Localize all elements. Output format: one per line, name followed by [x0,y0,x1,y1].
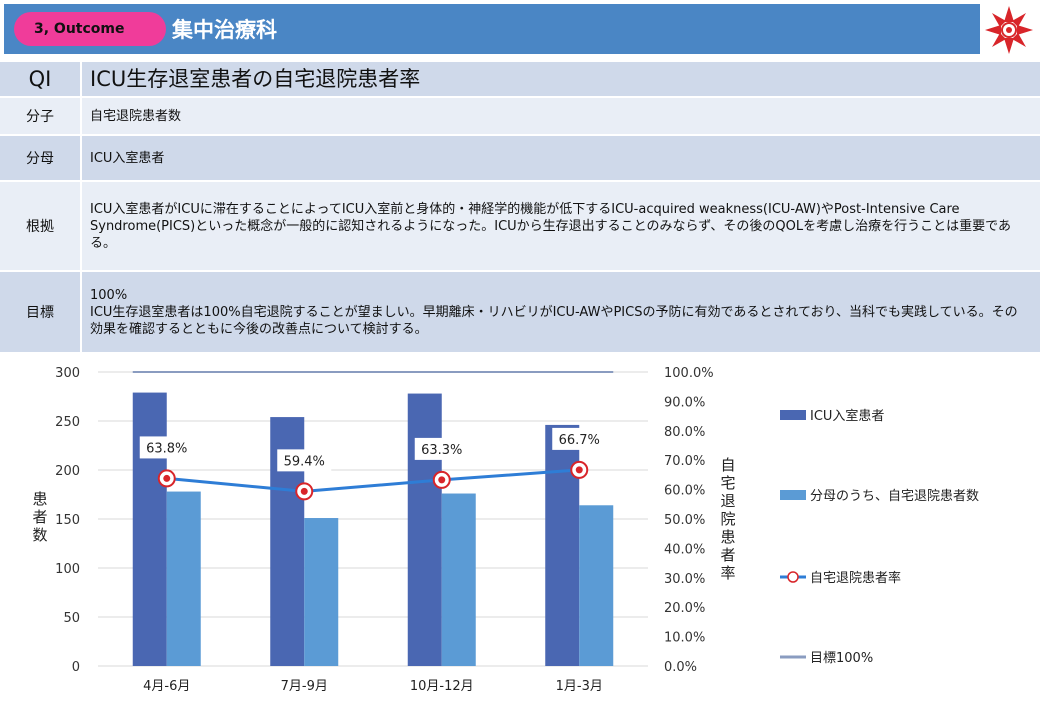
y2-tick-label: 50.0% [664,513,705,528]
rate-marker-center [163,474,171,482]
y-tick-label: 300 [55,366,80,381]
divider [80,272,82,352]
divider [80,98,82,134]
data-label-background [414,437,469,460]
data-label: 66.7% [559,433,600,448]
legend-label: 自宅退院患者率 [810,570,901,586]
bar-home-discharges [166,491,201,666]
legend-label: 目標100% [810,651,873,666]
hospital-emblem-icon [980,2,1038,58]
rate-marker-center [300,487,308,495]
bar-icu-admissions [407,393,442,666]
denominator-label: 分母 [26,151,54,167]
divider [80,136,82,180]
bar-home-discharges [304,518,339,666]
y-tick-label: 200 [55,464,80,479]
x-tick-label: 10月-12月 [410,679,474,694]
bar-home-discharges [579,505,614,666]
y-tick-label: 100 [55,562,80,577]
legend-label: 分母のうち、自宅退院患者数 [810,489,979,504]
outcome-badge: 3, Outcome [14,12,166,46]
data-label: 63.8% [146,441,187,456]
target-label: 目標 [26,305,54,321]
rate-marker-center [575,466,583,474]
y2-tick-label: 20.0% [664,601,705,616]
y2-tick-label: 60.0% [664,484,705,499]
bar-home-discharges [441,493,476,666]
chart: 0 50 100 150 200 250 300 0.0% 10.0% 20.0% 30.0% 40.… [32,366,979,694]
data-label: 59.4% [284,454,325,469]
data-label-background [277,449,332,472]
target-text: 100% ICU生存退室患者は100%自宅退院することが望ましい。早期離床・リハ… [82,272,1040,352]
y2-axis-title-char: 自 [720,456,735,474]
department-title: 集中治療科 [172,18,277,42]
y-axis-title-char: 数 [32,526,47,544]
rationale-text: ICU入室患者がICUに滞在することによってICU入室前と身体的・神経学的機能が… [90,201,1011,251]
y-tick-label: 0 [72,660,80,675]
y2-axis-title-char: 院 [720,510,735,528]
qi-title: ICU生存退室患者の自宅退院患者率 [90,66,421,91]
x-tick-label: 1月-3月 [556,679,603,694]
target-description: ICU生存退室患者は100%自宅退院することが望ましい。早期離床・リハビリがIC… [90,304,1018,337]
y2-tick-label: 40.0% [664,542,705,557]
data-label-background [552,427,607,450]
legend-swatch-home-discharges [780,490,806,500]
rationale-row: 根拠 ICU入室患者がICUに滞在することによってICU入室前と身体的・神経学的… [0,180,1040,270]
y2-tick-label: 80.0% [664,425,705,440]
target-row: 目標 100% ICU生存退室患者は100%自宅退院することが望ましい。早期離床… [0,270,1040,352]
y2-axis-title-char: 者 [720,546,735,564]
y-tick-label: 50 [63,611,80,626]
divider [80,182,82,270]
legend-swatch-icu-admissions [780,410,806,420]
y-tick-label: 250 [55,415,80,430]
data-label: 63.3% [421,443,462,458]
numerator-row: 分子 自宅退院患者数 [0,96,1040,134]
rationale-label: 根拠 [26,219,54,235]
y2-tick-label: 90.0% [664,395,705,410]
denominator-value: ICU入室患者 [90,150,165,166]
header: 3, Outcome 集中治療科 [0,0,1040,60]
x-tick-label: 7月-9月 [281,679,328,694]
header-bar [4,4,980,54]
y2-tick-label: 70.0% [664,454,705,469]
y2-axis-title-char: 退 [720,492,735,510]
divider [80,62,82,96]
y2-tick-label: 10.0% [664,631,705,646]
numerator-label: 分子 [26,109,54,125]
numerator-value: 自宅退院患者数 [90,108,182,124]
y2-axis-title-char: 宅 [720,474,735,492]
denominator-row: 分母 ICU入室患者 [0,134,1040,180]
rate-marker-center [438,476,446,484]
y-axis-title-char: 者 [32,508,47,526]
legend-rate-marker [787,571,799,583]
y-axis-title-char: 患 [32,490,47,508]
qi-label: QI [28,67,52,91]
y2-axis-title-char: 率 [720,564,735,582]
x-tick-label: 4月-6月 [143,679,190,694]
bar-icu-admissions [545,424,580,666]
bar-icu-admissions [132,392,167,666]
data-label-background [139,436,194,459]
y-tick-label: 150 [55,513,80,528]
rate-line [166,468,580,493]
target-value: 100% [90,287,128,303]
y2-axis-title-char: 患 [720,528,735,546]
legend-label: ICU入室患者 [810,408,884,424]
y2-tick-label: 30.0% [664,572,705,587]
y2-tick-label: 0.0% [664,660,697,675]
qi-row: QI ICU生存退室患者の自宅退院患者率 [0,60,1040,96]
y2-tick-label: 100.0% [664,366,714,381]
